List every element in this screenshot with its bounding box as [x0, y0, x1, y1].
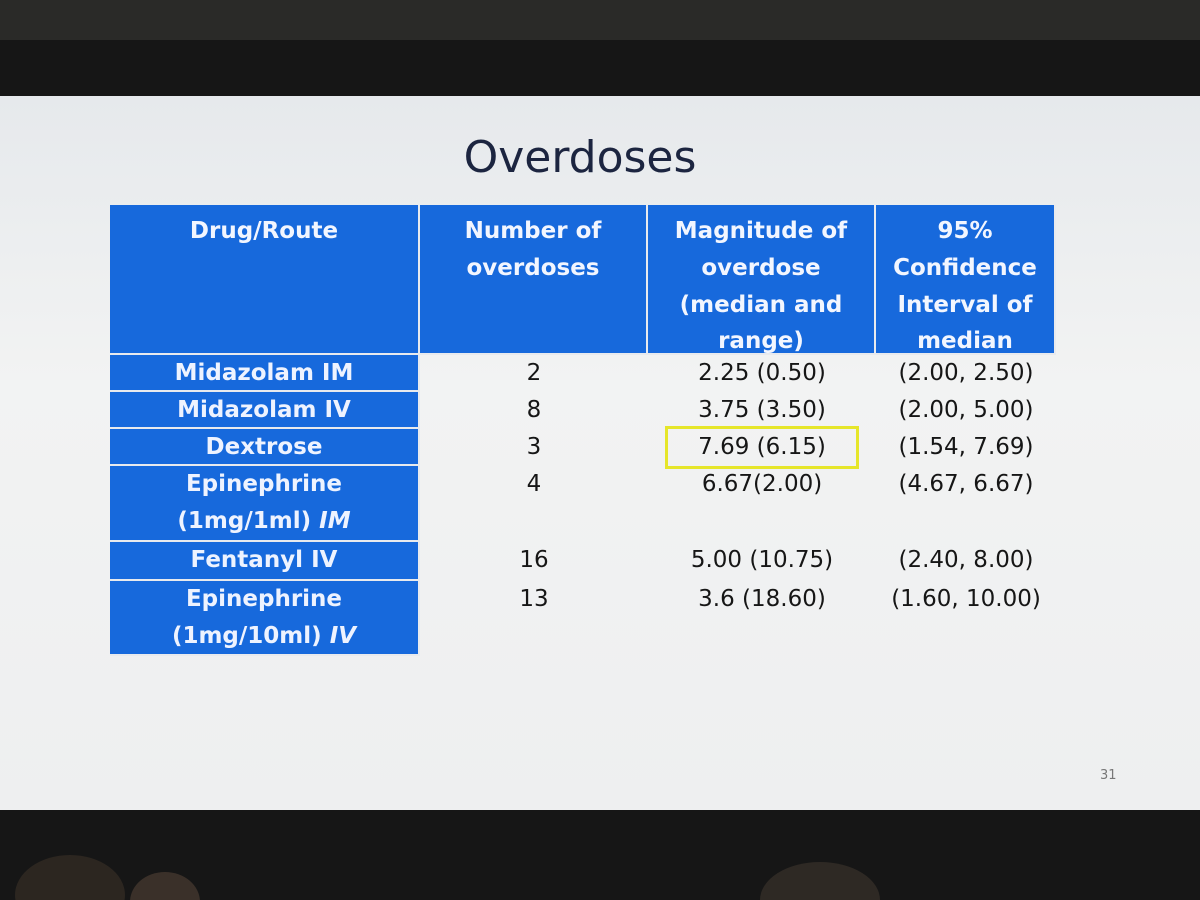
- cell-text: (1.54, 7.69): [898, 434, 1034, 460]
- cell-text: 2: [526, 360, 542, 386]
- cell-text: 3: [526, 434, 542, 460]
- drug-cell: Fentanyl IV: [110, 542, 420, 581]
- cell-text: (2.00, 2.50): [898, 360, 1034, 386]
- data-cell: (2.00, 2.50): [876, 355, 1056, 392]
- drug-label: Fentanyl IV: [191, 542, 338, 579]
- drug-text: Midazolam IM: [174, 360, 354, 386]
- header-text: Number of overdoses: [464, 218, 602, 281]
- drug-text: Fentanyl IV: [190, 547, 338, 573]
- drug-text: Epinephrine (1mg/10ml): [171, 586, 343, 649]
- cell-text: (1.60, 10.00): [891, 586, 1041, 612]
- data-cell: 7.69 (6.15): [648, 426, 876, 469]
- data-cell: (2.40, 8.00): [876, 542, 1056, 581]
- cell-text: 7.69 (6.15): [665, 426, 859, 469]
- data-cell: (1.60, 10.00): [876, 581, 1056, 656]
- drug-label: Midazolam IM: [175, 355, 354, 392]
- data-cell: (2.00, 5.00): [876, 392, 1056, 429]
- drug-cell: Epinephrine (1mg/10ml) IV: [110, 581, 420, 656]
- header-text: 95% Confidence Interval of median: [893, 218, 1037, 355]
- drug-text: Dextrose: [205, 434, 323, 460]
- header-text: Drug/Route: [189, 218, 339, 244]
- slide-title: Overdoses: [463, 132, 697, 183]
- cell-text: 8: [526, 397, 542, 423]
- drug-label: Dextrose: [206, 429, 323, 466]
- data-cell: 16: [420, 542, 648, 581]
- drug-cell: Dextrose: [110, 429, 420, 466]
- cell-text: 3.75 (3.50): [698, 397, 826, 423]
- cell-text: 2.25 (0.50): [698, 360, 826, 386]
- data-cell: 13: [420, 581, 648, 656]
- data-cell: 2: [420, 355, 648, 392]
- header-cell: 95% Confidence Interval of median: [876, 205, 1056, 355]
- data-cell: 4: [420, 466, 648, 542]
- data-cell: 2.25 (0.50): [648, 355, 876, 392]
- drug-label: Epinephrine (1mg/1ml) IM: [120, 466, 408, 540]
- data-cell: 3: [420, 429, 648, 466]
- data-cell: (1.54, 7.69): [876, 429, 1056, 466]
- drug-text: IM: [319, 507, 351, 534]
- cell-text: 13: [519, 586, 549, 612]
- cell-text: 3.6 (18.60): [698, 586, 826, 612]
- data-cell: 5.00 (10.75): [648, 542, 876, 581]
- header-cell: Number of overdoses: [420, 205, 648, 355]
- cell-text: (2.40, 8.00): [898, 547, 1034, 573]
- drug-text: Epinephrine (1mg/1ml): [177, 471, 343, 534]
- cell-text: (4.67, 6.67): [898, 471, 1034, 497]
- cell-text: 6.67(2.00): [701, 471, 823, 497]
- drug-cell: Epinephrine (1mg/1ml) IM: [110, 466, 420, 542]
- drug-label: Midazolam IV: [177, 392, 351, 429]
- data-cell: 3.6 (18.60): [648, 581, 876, 656]
- header-cell: Magnitude of overdose (median and range): [648, 205, 876, 355]
- cell-text: 16: [519, 547, 549, 573]
- data-cell: 8: [420, 392, 648, 429]
- cell-text: 5.00 (10.75): [690, 547, 834, 573]
- header-cell: Drug/Route: [110, 205, 420, 355]
- header-text: Magnitude of overdose (median and range): [674, 218, 848, 355]
- drug-text: IV: [329, 622, 357, 649]
- ceiling: [0, 0, 1200, 40]
- data-cell: 6.67(2.00): [648, 466, 876, 542]
- drug-cell: Midazolam IV: [110, 392, 420, 429]
- data-cell: (4.67, 6.67): [876, 466, 1056, 542]
- drug-text: Midazolam IV: [177, 397, 351, 423]
- drug-cell: Midazolam IM: [110, 355, 420, 392]
- page-number: 31: [1100, 768, 1117, 783]
- audience: [15, 855, 880, 900]
- drug-label: Epinephrine (1mg/10ml) IV: [120, 581, 408, 655]
- cell-text: (2.00, 5.00): [898, 397, 1034, 423]
- slide: Overdoses 31 Drug/Route Number of overdos…: [0, 96, 1200, 810]
- cell-text: 4: [526, 471, 542, 497]
- data-cell: 3.75 (3.50): [648, 392, 876, 429]
